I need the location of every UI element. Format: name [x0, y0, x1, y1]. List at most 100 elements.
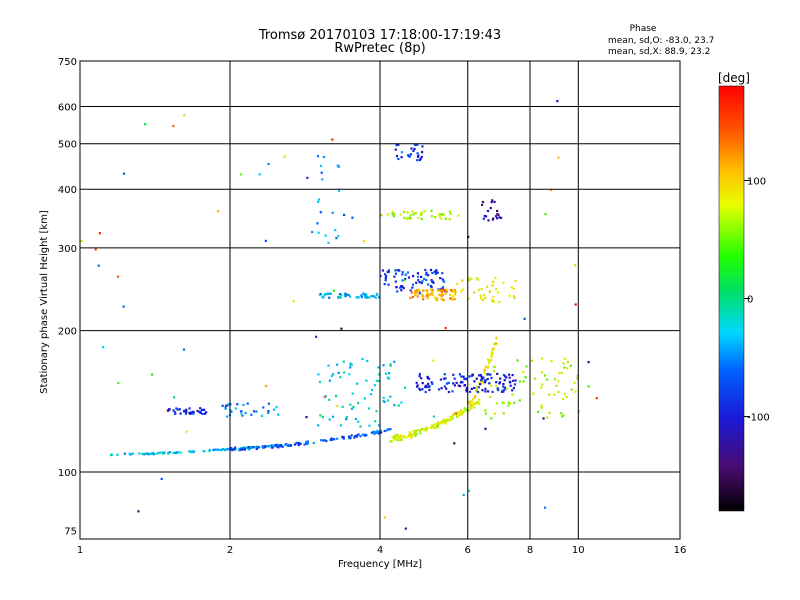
data-point — [486, 378, 489, 381]
data-point — [400, 285, 403, 288]
data-point — [373, 295, 376, 298]
data-point — [496, 209, 499, 212]
data-point — [417, 279, 420, 282]
data-point — [370, 393, 373, 396]
data-point — [277, 413, 280, 416]
data-point — [437, 388, 441, 391]
data-point — [189, 451, 192, 454]
data-point — [518, 380, 521, 383]
data-point — [416, 155, 420, 158]
data-point — [153, 453, 156, 456]
data-point — [255, 447, 258, 450]
data-point — [476, 401, 479, 404]
data-point — [225, 404, 228, 407]
data-point — [540, 406, 543, 409]
data-point — [412, 149, 415, 152]
data-point — [512, 287, 515, 290]
data-point — [123, 452, 126, 455]
data-point — [496, 213, 499, 216]
data-point — [394, 272, 398, 275]
data-point — [428, 385, 431, 388]
data-point — [452, 382, 455, 385]
data-point — [499, 377, 502, 380]
data-point — [190, 412, 193, 415]
data-point — [236, 403, 239, 406]
data-point — [385, 372, 388, 375]
data-point — [428, 293, 431, 296]
data-point — [319, 414, 322, 417]
data-point — [392, 215, 395, 218]
data-point — [325, 439, 328, 443]
data-point — [378, 380, 381, 383]
data-point — [488, 290, 491, 293]
data-point — [435, 297, 439, 300]
data-point — [468, 390, 472, 393]
data-point — [387, 269, 390, 272]
data-point — [409, 216, 412, 219]
data-point — [244, 412, 247, 415]
data-point — [429, 288, 432, 291]
data-point — [490, 201, 493, 204]
data-point — [491, 218, 494, 221]
data-point — [507, 404, 510, 407]
y-tick-label: 300 — [58, 244, 77, 255]
data-point — [391, 436, 394, 439]
data-point — [441, 422, 444, 425]
data-point — [426, 297, 429, 300]
data-point — [216, 448, 219, 451]
data-point — [475, 387, 478, 390]
data-point — [214, 448, 217, 451]
data-point — [460, 290, 463, 293]
data-point — [332, 373, 335, 376]
data-point — [345, 418, 348, 421]
data-point — [321, 178, 324, 181]
data-point — [407, 217, 410, 220]
data-point — [253, 410, 256, 413]
data-point — [199, 410, 202, 413]
data-point — [462, 288, 465, 291]
data-point — [467, 408, 470, 411]
data-point — [178, 408, 181, 411]
data-point — [504, 375, 507, 378]
data-point — [440, 287, 443, 290]
data-point — [393, 435, 396, 438]
data-point — [324, 234, 327, 237]
data-point — [151, 452, 155, 455]
data-point — [274, 444, 277, 447]
data-point — [395, 435, 398, 439]
data-point — [542, 417, 545, 420]
data-point — [443, 288, 446, 291]
data-point — [110, 454, 113, 457]
data-point — [348, 373, 351, 376]
data-point — [473, 380, 476, 383]
data-point — [469, 400, 472, 403]
data-point — [440, 421, 443, 424]
data-point — [563, 392, 566, 395]
data-point — [321, 416, 324, 419]
data-point — [491, 348, 494, 351]
data-point — [264, 384, 268, 387]
data-point — [441, 294, 444, 297]
data-point — [341, 435, 344, 438]
data-point — [489, 373, 492, 376]
data-point — [418, 429, 421, 432]
data-point — [454, 293, 457, 296]
data-point — [472, 398, 475, 401]
data-point — [491, 390, 494, 393]
data-point — [482, 294, 485, 297]
data-point — [161, 452, 165, 455]
data-point — [157, 451, 160, 454]
data-point — [323, 439, 326, 442]
data-point — [493, 370, 496, 373]
data-point — [421, 388, 424, 391]
data-point — [491, 199, 494, 202]
data-point — [447, 418, 450, 421]
data-point — [484, 390, 487, 393]
data-point — [485, 215, 488, 218]
data-point — [275, 406, 278, 409]
data-point — [500, 216, 503, 219]
data-point — [483, 370, 486, 373]
data-point — [179, 451, 182, 454]
data-point — [429, 268, 433, 272]
data-point — [484, 296, 487, 300]
